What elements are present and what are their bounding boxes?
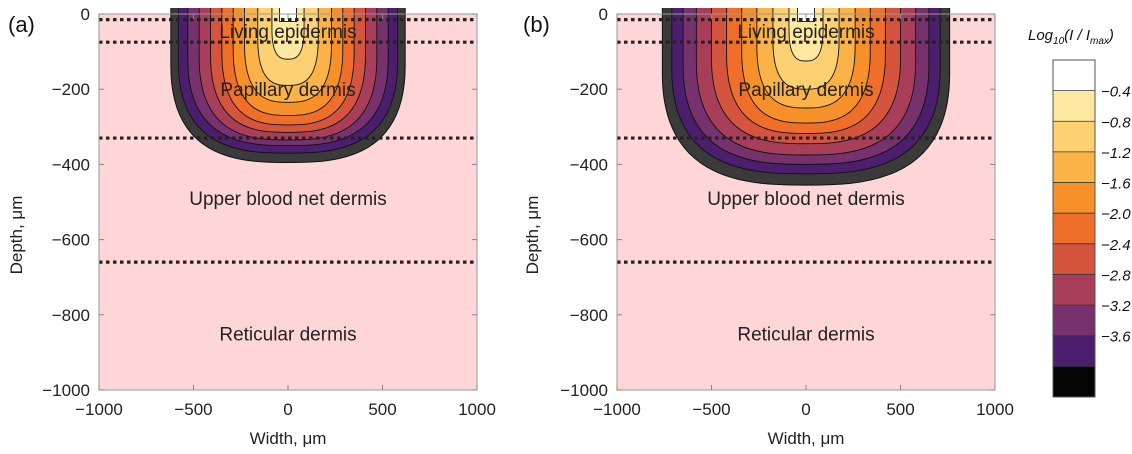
panel-b-layer-label: Living epidermis — [737, 22, 874, 43]
colorbar-swatch — [1053, 182, 1095, 214]
colorbar-frame — [1052, 59, 1096, 398]
panel-a-layer-label: Upper blood net dermis — [189, 189, 387, 210]
panel-a-layer-label: Papillary dermis — [220, 80, 355, 101]
colorbar-swatch — [1053, 243, 1095, 275]
panel-a-y-tick-label: −200 — [52, 80, 90, 99]
panel-b-y-tick-label: −200 — [570, 80, 608, 99]
panel-b-x-tick-label: −1000 — [593, 400, 641, 419]
colorbar-tick-label: −3.2 — [1101, 298, 1131, 315]
colorbar-swatch — [1053, 335, 1095, 367]
panel-b-y-tick-label: −400 — [570, 155, 608, 174]
colorbar-tick-label: −1.6 — [1101, 176, 1131, 193]
panel-b: (b) Depth, μm Width, μm Living epidermis… — [523, 5, 1014, 448]
colorbar-tick-label: −2.0 — [1101, 206, 1131, 223]
colorbar-swatch — [1053, 121, 1095, 152]
panel-a-y-axis-title: Depth, μm — [7, 196, 26, 275]
panel-b-y-tick-label: −600 — [570, 231, 608, 250]
colorbar-swatches — [1052, 59, 1096, 398]
panel-b-label: (b) — [523, 12, 550, 37]
panel-b-layer-label: Upper blood net dermis — [707, 189, 905, 210]
colorbar-tick-label: −2.4 — [1101, 237, 1131, 254]
colorbar-tick-label: −0.8 — [1101, 114, 1131, 131]
panel-b-x-tick-label: −500 — [692, 400, 730, 419]
colorbar-swatch — [1053, 60, 1095, 91]
panel-b-x-tick-label: 500 — [886, 400, 914, 419]
panel-a-y-tick-label: −800 — [52, 306, 90, 325]
panel-b-y-tick-label: −1000 — [560, 381, 608, 400]
panel-a-x-tick-label: 0 — [283, 400, 292, 419]
panel-a: (a) Depth, μm Width, μm Living epidermis… — [7, 5, 496, 448]
panel-b-plot-area: Living epidermis Papillary dermis Upper bl… — [560, 5, 1014, 419]
panel-a-layer-label: Reticular dermis — [219, 325, 356, 346]
panel-b-contours — [661, 8, 951, 186]
panel-b-x-axis-title: Width, μm — [768, 429, 845, 448]
panel-a-x-tick-label: 1000 — [458, 400, 496, 419]
panel-a-y-tick-label: −600 — [52, 231, 90, 250]
panel-a-x-tick-label: 500 — [368, 400, 396, 419]
panel-a-y-tick-label: −1000 — [42, 381, 90, 400]
colorbar-swatch — [1053, 366, 1095, 397]
panel-a-y-tick-label: 0 — [81, 5, 90, 24]
panel-a-layer-label: Living epidermis — [219, 22, 356, 43]
colorbar-swatch — [1053, 305, 1095, 336]
colorbar-swatch — [1053, 213, 1095, 244]
colorbar: Log10(I / Imax) −0.4 −0.8 −1.2 −1.6 −2.0 −2.4… — [1028, 27, 1131, 398]
panel-a-x-tick-label: −1000 — [75, 400, 123, 419]
panel-b-y-tick-label: −800 — [570, 306, 608, 325]
panel-a-label: (a) — [8, 12, 35, 37]
panel-b-layer-label: Reticular dermis — [737, 325, 874, 346]
colorbar-swatch — [1053, 90, 1095, 122]
panel-a-x-axis-title: Width, μm — [250, 429, 327, 448]
panel-a-contours — [170, 8, 406, 164]
panel-b-layer-label: Papillary dermis — [738, 80, 873, 101]
colorbar-tick-label: −2.8 — [1101, 267, 1131, 284]
colorbar-tick-label: −0.4 — [1101, 84, 1131, 101]
panel-a-y-tick-label: −400 — [52, 155, 90, 174]
panel-a-x-tick-label: −500 — [174, 400, 212, 419]
colorbar-swatch — [1053, 274, 1095, 306]
panel-b-y-tick-label: 0 — [599, 5, 608, 24]
colorbar-tick-labels: −0.4 −0.8 −1.2 −1.6 −2.0 −2.4 −2.8 −3.2 −3.6 — [1101, 84, 1131, 346]
panel-b-x-tick-label: 0 — [801, 400, 810, 419]
panel-b-y-axis-title: Depth, μm — [523, 196, 542, 275]
panel-a-plot-area: Living epidermis Papillary dermis Upper bl… — [42, 5, 496, 419]
colorbar-tick-label: −3.6 — [1101, 329, 1131, 346]
colorbar-tick-label: −1.2 — [1101, 145, 1131, 162]
colorbar-swatch — [1053, 151, 1095, 183]
panel-b-x-tick-label: 1000 — [976, 400, 1014, 419]
colorbar-title: Log10(I / Imax) — [1028, 27, 1114, 47]
